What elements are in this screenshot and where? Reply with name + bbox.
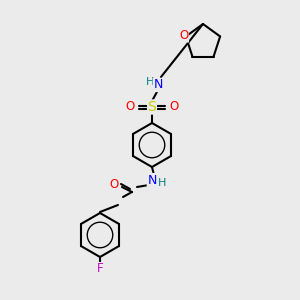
Text: O: O bbox=[179, 29, 188, 42]
Text: O: O bbox=[125, 100, 135, 113]
Text: F: F bbox=[97, 262, 103, 275]
Text: S: S bbox=[148, 100, 156, 114]
Text: H: H bbox=[146, 77, 154, 87]
Text: N: N bbox=[153, 79, 163, 92]
Text: O: O bbox=[169, 100, 178, 113]
Text: O: O bbox=[110, 178, 118, 191]
Text: H: H bbox=[158, 178, 166, 188]
Text: N: N bbox=[147, 173, 157, 187]
